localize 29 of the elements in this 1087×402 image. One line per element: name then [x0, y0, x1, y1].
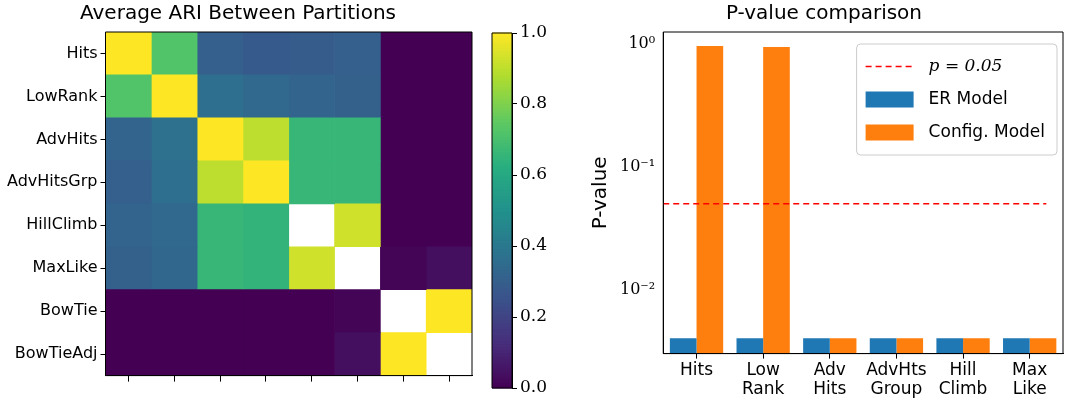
y-tick-label: LowRank — [26, 85, 99, 105]
color-bar-label: 0.2 — [520, 305, 548, 326]
color-bar-label: 0.4 — [520, 234, 548, 255]
y-tick-label: BowTieAdj — [14, 343, 98, 363]
y-tick-label: HillClimb — [26, 214, 98, 234]
chart-title: Average ARI Between Partitions — [80, 0, 396, 25]
chart-title: P-value comparison — [725, 0, 923, 25]
y-tick-label: 10⁻² — [620, 278, 656, 298]
x-tick-label: Adv Hits — [813, 359, 847, 399]
y-tick-label: AdvHits — [36, 128, 98, 148]
x-tick-label: Hits — [680, 359, 714, 380]
color-bar-label: 1.0 — [520, 21, 548, 42]
legend-label: Config. Model — [928, 120, 1046, 141]
y-tick-label: 10⁰ — [628, 33, 656, 53]
y-tick-label: MaxLike — [32, 257, 98, 277]
y-tick-label: AdvHitsGrp — [6, 171, 98, 191]
color-bar-label: 0.8 — [520, 92, 548, 113]
legend-label: p = 0.05 — [928, 54, 1003, 75]
color-bar-label: 0.6 — [520, 163, 548, 184]
color-bar-label: 0.0 — [520, 376, 548, 397]
y-tick-label: BowTie — [40, 300, 98, 320]
y-tick-label: Hits — [66, 42, 98, 62]
legend-label: ER Model — [928, 87, 1008, 108]
y-axis-title: P-value — [587, 156, 612, 230]
x-tick-label: AdvHts Group — [866, 359, 927, 399]
x-tick-label: Max Like — [1012, 359, 1048, 399]
x-tick-label: Low Rank — [741, 359, 785, 399]
x-tick-label: Hill Climb — [938, 359, 988, 399]
y-tick-label: 10⁻¹ — [620, 156, 656, 176]
